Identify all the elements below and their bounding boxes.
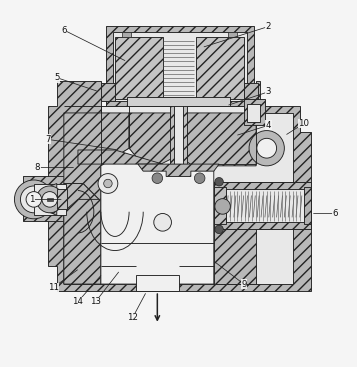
- Circle shape: [152, 173, 163, 184]
- Bar: [170, 99, 187, 164]
- Circle shape: [194, 173, 205, 184]
- Circle shape: [98, 174, 118, 193]
- Bar: [244, 83, 258, 101]
- Text: 7: 7: [45, 135, 51, 144]
- Polygon shape: [64, 106, 293, 284]
- Circle shape: [26, 192, 42, 207]
- Polygon shape: [138, 164, 219, 177]
- Text: 9: 9: [241, 280, 246, 288]
- Polygon shape: [48, 184, 57, 215]
- Circle shape: [36, 186, 63, 213]
- Bar: [304, 187, 311, 224]
- Circle shape: [14, 180, 53, 219]
- Bar: [34, 184, 66, 215]
- Bar: [106, 26, 254, 106]
- Bar: [122, 32, 131, 37]
- Polygon shape: [23, 177, 64, 221]
- Polygon shape: [214, 182, 311, 229]
- Text: 3: 3: [266, 87, 271, 96]
- Text: 5: 5: [54, 73, 60, 82]
- Polygon shape: [48, 81, 311, 291]
- Bar: [244, 99, 265, 125]
- Bar: [214, 222, 311, 229]
- Text: 13: 13: [90, 297, 101, 306]
- Circle shape: [215, 199, 230, 214]
- Circle shape: [257, 138, 277, 158]
- Polygon shape: [101, 148, 214, 284]
- Circle shape: [249, 131, 284, 166]
- Bar: [214, 182, 311, 189]
- Bar: [101, 83, 115, 101]
- Bar: [247, 104, 260, 122]
- Polygon shape: [214, 205, 256, 284]
- Bar: [214, 187, 226, 224]
- Text: 2: 2: [266, 22, 271, 31]
- Polygon shape: [64, 199, 101, 284]
- Polygon shape: [129, 113, 256, 166]
- Text: 8: 8: [35, 163, 40, 172]
- Bar: [46, 198, 53, 201]
- Bar: [113, 32, 247, 101]
- Text: 6: 6: [61, 26, 66, 34]
- Text: 4: 4: [266, 121, 271, 130]
- Polygon shape: [64, 184, 101, 284]
- Text: 12: 12: [127, 313, 138, 322]
- Bar: [127, 97, 230, 106]
- Bar: [57, 189, 67, 209]
- Circle shape: [215, 178, 223, 186]
- Circle shape: [20, 186, 47, 213]
- Text: 11: 11: [48, 283, 59, 292]
- Text: 10: 10: [298, 119, 309, 128]
- Circle shape: [215, 225, 223, 234]
- Bar: [196, 37, 244, 99]
- Circle shape: [154, 214, 171, 231]
- Text: 14: 14: [72, 297, 84, 306]
- Polygon shape: [64, 113, 129, 201]
- Bar: [136, 275, 178, 291]
- Bar: [174, 99, 183, 164]
- Bar: [228, 32, 237, 37]
- Circle shape: [104, 179, 112, 188]
- Text: 1: 1: [29, 195, 35, 204]
- Circle shape: [42, 192, 57, 207]
- Polygon shape: [78, 150, 163, 164]
- Text: 6: 6: [333, 209, 338, 218]
- Bar: [115, 37, 163, 99]
